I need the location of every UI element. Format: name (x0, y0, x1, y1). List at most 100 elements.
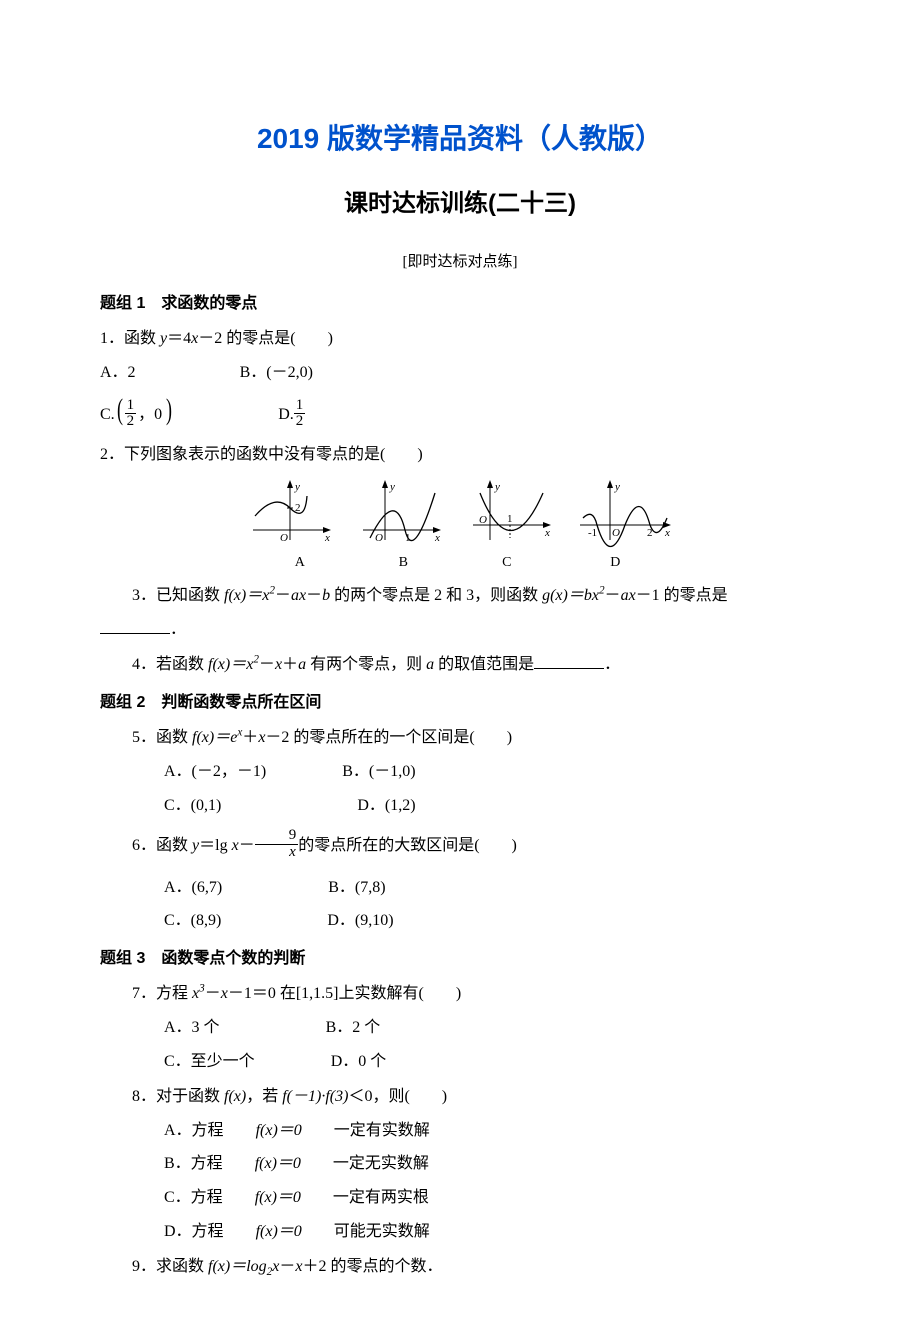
svg-text:-1: -1 (588, 527, 597, 539)
label-A: A (250, 548, 350, 577)
q1-C: C.(12，0) (100, 395, 174, 432)
q8-D: D．方程 f(x)＝0 可能无实数解 (100, 1215, 820, 1249)
q6-x: x (232, 837, 239, 854)
q9: 9．求函数 f(x)＝log2x－x＋2 的零点的个数． (100, 1250, 820, 1285)
q6-den: x (255, 845, 299, 861)
section-label: [即时达标对点练] (100, 247, 820, 279)
q2-graphs: y x O 2 y x O 1 y x O 1 (100, 478, 820, 548)
svg-text:y: y (294, 481, 300, 493)
q2-stem: 2．下列图象表示的函数中没有零点的是( ) (100, 438, 820, 472)
q5-post: －2 的零点所在的一个区间是( ) (265, 729, 512, 746)
q4-a: a (298, 656, 306, 673)
label-B: B (353, 548, 453, 577)
graph-B: y x O 1 (355, 478, 445, 548)
q3-b: b (322, 587, 330, 604)
graph-D: y x O -1 2 (575, 478, 675, 548)
q5-D: D．(1,2) (325, 789, 415, 823)
svg-text:O: O (375, 532, 383, 544)
svg-text:O: O (612, 527, 620, 539)
q8-fneg: f(－1)·f(3) (282, 1088, 348, 1105)
q4-mid: － (259, 656, 275, 673)
q3-blank (100, 617, 170, 634)
q8-lt: ＜0，则( ) (348, 1088, 447, 1105)
q5-opts2: C．(0,1) D．(1,2) (100, 789, 820, 823)
q6-D: D．(9,10) (295, 904, 393, 938)
q5-opts1: A．(－2，－1) B．(－1,0) (100, 755, 820, 789)
q6-post: 的零点所在的大致区间是( ) (298, 837, 517, 854)
q4-textmid: 有两个零点，则 (306, 656, 426, 673)
sub-title: 课时达标训练(二十三) (100, 179, 820, 229)
q3-gxpost: －1 的零点是 (636, 587, 728, 604)
q1-C-num: 1 (125, 398, 137, 415)
svg-text:y: y (614, 481, 620, 493)
q9-mid: － (279, 1258, 295, 1275)
q6-A: A．(6,7) (132, 871, 222, 905)
q6-pre: 6．函数 (132, 837, 192, 854)
q5-A: A．(－2，－1) (132, 755, 266, 789)
group-1-title: 题组 1 求函数的零点 (100, 287, 820, 321)
q7-mid: － (205, 985, 221, 1002)
graph-C: y x O 1 (465, 478, 555, 548)
q1-A: A．2 (100, 356, 136, 390)
q3: 3．已知函数 f(x)＝x2－ax－b 的两个零点是 2 和 3，则函数 g(x… (100, 579, 820, 613)
q3-ax: ax (291, 587, 306, 604)
q1-C-pre: C. (100, 405, 115, 424)
q8: 8．对于函数 f(x)，若 f(－1)·f(3)＜0，则( ) (100, 1080, 820, 1114)
svg-text:y: y (494, 481, 500, 493)
q9-x2: x (295, 1258, 302, 1275)
q3-fx: f(x)＝x2 (224, 587, 275, 604)
q7-D: D．0 个 (299, 1045, 387, 1079)
svg-text:x: x (434, 532, 440, 544)
q6-eq: ＝lg (199, 837, 231, 854)
svg-text:y: y (389, 481, 395, 493)
q3-textmid: 的两个零点是 2 和 3，则函数 (330, 587, 542, 604)
q7-x2: x (221, 985, 228, 1002)
q4-a2: a (426, 656, 434, 673)
q6-minus: － (239, 837, 255, 854)
q8-C: C．方程 f(x)＝0 一定有两实根 (100, 1181, 820, 1215)
q7-post: －1＝0 在[1,1.5]上实数解有( ) (228, 985, 461, 1002)
q5-fx: f(x)＝ex (192, 729, 242, 746)
q3-pre: 3．已知函数 (132, 587, 224, 604)
q6-C: C．(8,9) (132, 904, 221, 938)
q5: 5．函数 f(x)＝ex＋x－2 的零点所在的一个区间是( ) (100, 721, 820, 755)
svg-text:O: O (280, 532, 288, 544)
q8-B: B．方程 f(x)＝0 一定无实数解 (100, 1147, 820, 1181)
q1-D-pre: D. (278, 405, 294, 424)
q3-gx: g(x)＝bx2 (542, 587, 604, 604)
q7-A: A．3 个 (132, 1011, 220, 1045)
q1-opts-row2: C.(12，0) D. 1 2 (100, 395, 820, 432)
group-2-title: 题组 2 判断函数零点所在区间 (100, 686, 820, 720)
q8-pre: 8．对于函数 (132, 1088, 224, 1105)
q8-fx: f(x) (224, 1088, 246, 1105)
q3-gxmid: － (605, 587, 621, 604)
q1-C-mid: ，0 (136, 405, 164, 424)
q9-fx: f(x)＝log2 (208, 1258, 272, 1275)
q1-stem: 1．函数 y＝4x－2 的零点是( ) (100, 322, 820, 356)
q9-post: ＋2 的零点的个数． (303, 1258, 443, 1275)
q2-graph-labels: A B C D (100, 548, 820, 577)
q7-opts2: C．至少一个 D．0 个 (100, 1045, 820, 1079)
q8-mid: ，若 (246, 1088, 282, 1105)
q6: 6．函数 y＝lg x－9x的零点所在的大致区间是( ) (100, 830, 820, 863)
q1-post: －2 的零点是( ) (198, 330, 333, 347)
graph-A: y x O 2 (245, 478, 335, 548)
q6-opts1: A．(6,7) B．(7,8) (100, 871, 820, 905)
q4-x: x (275, 656, 282, 673)
q7-C: C．至少一个 (132, 1045, 255, 1079)
q4: 4．若函数 f(x)＝x2－x＋a 有两个零点，则 a 的取值范围是． (100, 648, 820, 682)
q3-blank-line: ． (100, 613, 820, 647)
q5-mid: ＋ (242, 729, 258, 746)
q1-D-den: 2 (294, 414, 306, 430)
q1-B: B．(－2,0) (240, 356, 313, 390)
q8-A: A．方程 f(x)＝0 一定有实数解 (100, 1114, 820, 1148)
main-title: 2019 版数学精品资料（人教版） (100, 110, 820, 169)
svg-text:x: x (544, 527, 550, 539)
q3-mid2: － (306, 587, 322, 604)
q4-fx: f(x)＝x2 (208, 656, 259, 673)
q7-x: x3 (192, 985, 205, 1002)
q6-B: B．(7,8) (296, 871, 385, 905)
q6-opts2: C．(8,9) D．(9,10) (100, 904, 820, 938)
group-3-title: 题组 3 函数零点个数的判断 (100, 942, 820, 976)
q5-B: B．(－1,0) (310, 755, 415, 789)
